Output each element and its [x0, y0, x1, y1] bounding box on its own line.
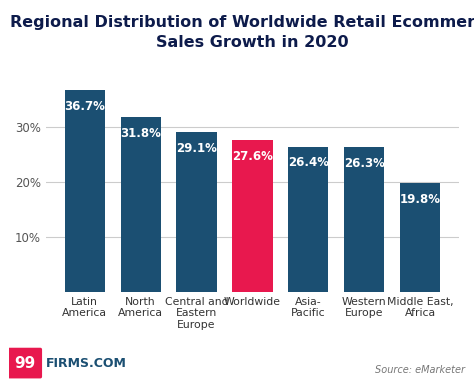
Text: 36.7%: 36.7% — [64, 100, 105, 113]
FancyBboxPatch shape — [8, 348, 42, 378]
Title: Regional Distribution of Worldwide Retail Ecommerce
Sales Growth in 2020: Regional Distribution of Worldwide Retai… — [9, 15, 474, 50]
Text: 19.8%: 19.8% — [400, 193, 441, 206]
Text: 26.4%: 26.4% — [288, 157, 329, 169]
Bar — [64, 90, 105, 292]
Bar — [344, 147, 384, 292]
Bar — [232, 140, 273, 292]
Bar — [176, 132, 217, 292]
Text: 29.1%: 29.1% — [176, 142, 217, 155]
Text: 27.6%: 27.6% — [232, 150, 273, 163]
Text: 99: 99 — [14, 356, 36, 371]
Text: 31.8%: 31.8% — [120, 127, 161, 140]
Bar — [120, 117, 161, 292]
Text: Source: eMarketer: Source: eMarketer — [374, 365, 465, 375]
Bar — [288, 147, 328, 292]
Text: 26.3%: 26.3% — [344, 157, 384, 170]
Text: FIRMS.COM: FIRMS.COM — [46, 357, 127, 370]
Bar — [400, 183, 440, 292]
